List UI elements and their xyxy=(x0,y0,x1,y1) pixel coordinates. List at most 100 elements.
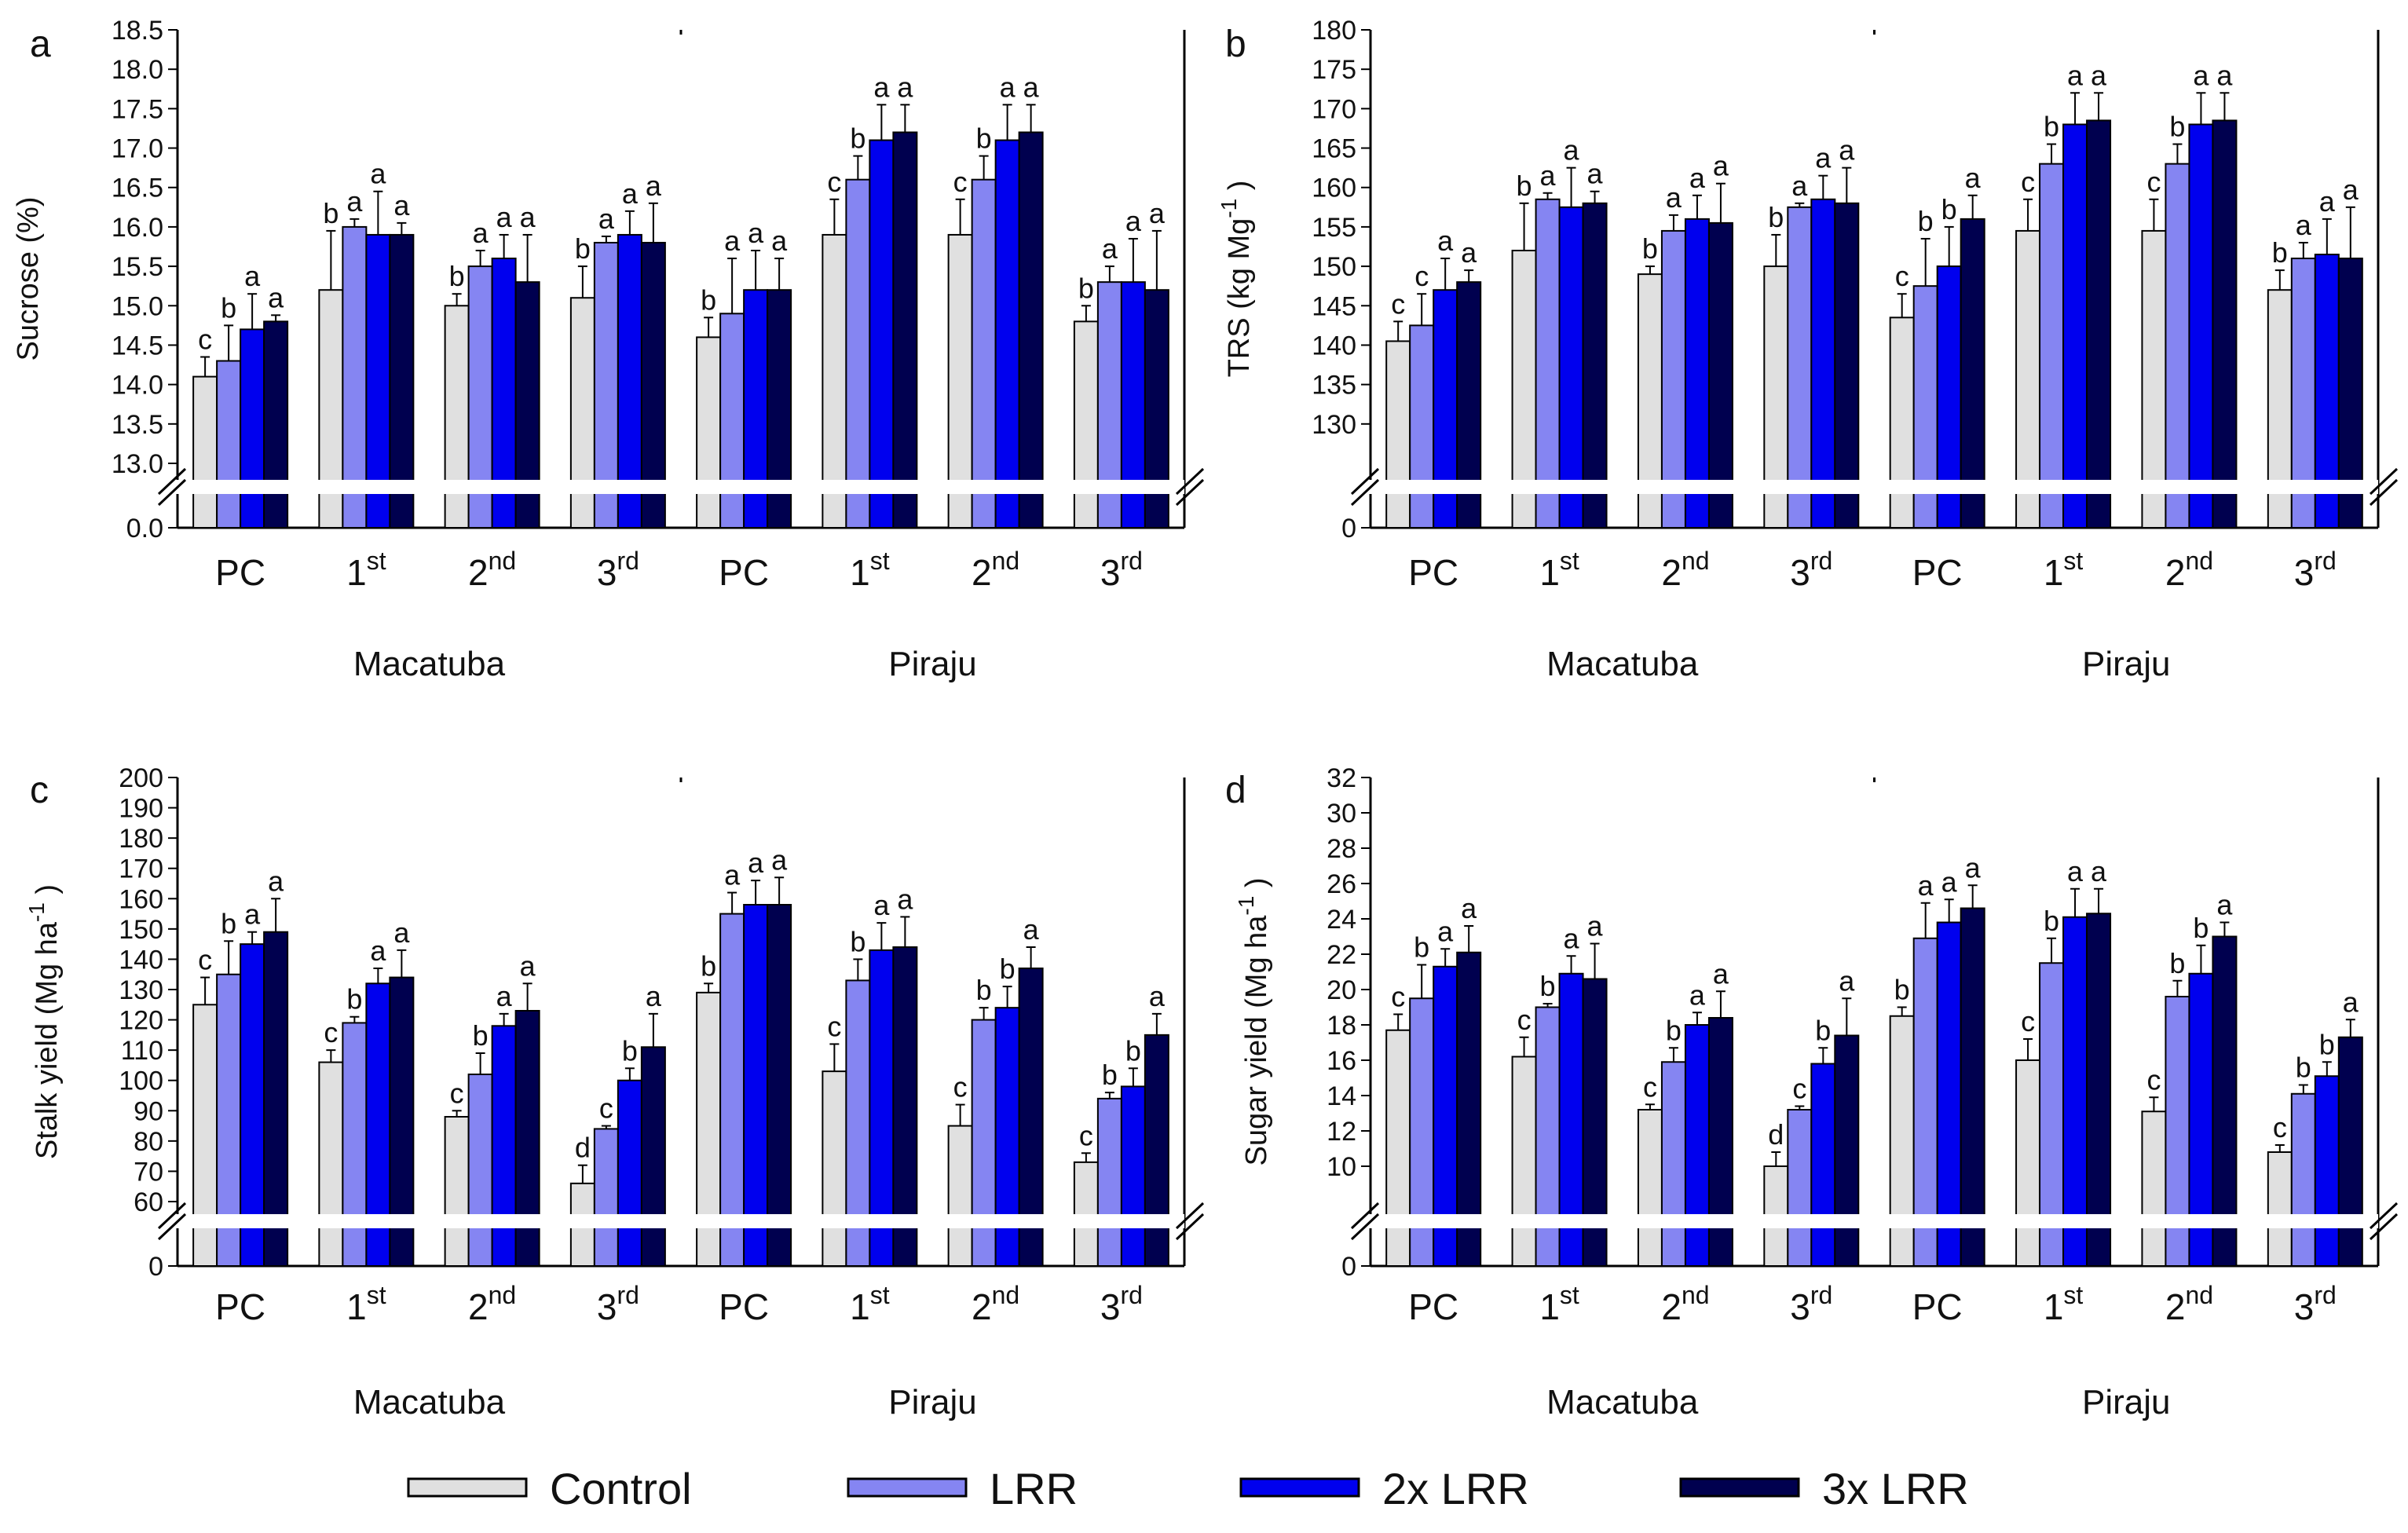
category-label-sup: nd xyxy=(489,1281,517,1309)
category-label-sup: st xyxy=(2063,1281,2083,1309)
bar-PC-Control xyxy=(1889,316,1915,529)
significance-letter: b xyxy=(1540,970,1556,1002)
bar-2nd-LRR xyxy=(1660,1061,1686,1267)
category-label-base: 3 xyxy=(597,1286,617,1327)
y-tick-label: 135 xyxy=(1312,371,1356,401)
significance-letter: a xyxy=(771,225,788,257)
significance-letter: a xyxy=(1149,980,1166,1012)
category-label: 3rd xyxy=(1790,1281,1832,1327)
bar-1st-3xLRR xyxy=(2086,913,2112,1267)
bar-3rd-LRR xyxy=(1787,1109,1813,1267)
y-tick-label: 140 xyxy=(119,945,163,975)
y-tick-label: 17.5 xyxy=(112,94,163,124)
axis-break-mark xyxy=(1350,467,1380,496)
y-tick-label: 180 xyxy=(119,824,163,854)
legend-label: LRR xyxy=(990,1464,1078,1513)
significance-letter: b xyxy=(1894,974,1910,1006)
significance-letter: c xyxy=(2273,1111,2287,1143)
bar-3rd-3xLRR xyxy=(640,1046,666,1268)
bar-3rd-Control xyxy=(1073,1161,1099,1268)
category-label: 3rd xyxy=(2294,1281,2337,1327)
significance-letter: a xyxy=(2067,59,2084,91)
y-axis-title-text: Sugar yield (Mg ha xyxy=(1240,915,1273,1166)
bar-2nd-Control xyxy=(444,1116,470,1267)
axis-break-mark xyxy=(1175,467,1205,496)
category-label: 3rd xyxy=(597,547,639,593)
bar-PC-2xLRR xyxy=(743,904,769,1267)
y-tick-label: 18.0 xyxy=(112,55,163,85)
legend-label: 2x LRR xyxy=(1382,1464,1529,1513)
bar-PC-3xLRR xyxy=(1960,907,1985,1267)
category-label-base: 1 xyxy=(1539,1286,1560,1327)
significance-letter: b xyxy=(1941,193,1957,225)
significance-letter: a xyxy=(2296,209,2312,241)
y-tick-label: 100 xyxy=(119,1067,163,1096)
significance-letter: a xyxy=(646,980,662,1012)
category-label-base: 1 xyxy=(346,552,367,593)
significance-letter: b xyxy=(850,925,865,957)
category-label-base: PC xyxy=(1912,1286,1963,1327)
significance-letter: c xyxy=(827,1010,841,1042)
panels: a Sucrose (%) 13.0 13.5 14.0 14.5 15.0 15.5 16.0… xyxy=(12,16,2399,1421)
y-tick-label: 17.0 xyxy=(112,134,163,164)
significance-letter: a xyxy=(268,865,284,897)
significance-letter: a xyxy=(244,898,261,931)
bar-1st-Control xyxy=(822,1070,847,1267)
significance-letter: a xyxy=(598,203,615,235)
significance-letter: b xyxy=(449,260,465,292)
significance-letter: c xyxy=(2146,166,2161,198)
axis-break-mark xyxy=(1175,478,1205,507)
bar-PC-Control xyxy=(1385,340,1411,529)
significance-letter: a xyxy=(244,260,261,292)
significance-letter: a xyxy=(1540,159,1557,192)
significance-letter: c xyxy=(599,1092,613,1125)
category-label: PC xyxy=(1408,552,1458,593)
category-label-base: PC xyxy=(1408,552,1458,593)
panel-letter: a xyxy=(30,24,51,65)
y-axis-title: Sugar yield (Mg ha-1 ) xyxy=(1234,877,1273,1165)
category-label-base: 2 xyxy=(1661,552,1682,593)
legend-label: 3x LRR xyxy=(1822,1464,1969,1513)
y-tick-label: 150 xyxy=(1312,252,1356,282)
y-axis-title-text: Stalk yield (Mg ha xyxy=(31,921,64,1159)
significance-letter: a xyxy=(1839,964,1855,997)
category-label: 2nd xyxy=(2165,547,2213,593)
significance-letter: c xyxy=(324,1016,338,1048)
y-tick-label: 14 xyxy=(1327,1081,1356,1111)
significance-letter: b xyxy=(850,123,865,155)
significance-letter: c xyxy=(827,166,841,198)
legend-swatch xyxy=(1239,1477,1360,1498)
significance-letter: a xyxy=(1791,170,1808,202)
category-label: PC xyxy=(719,1286,769,1327)
bar-PC-3xLRR xyxy=(1960,218,1985,529)
y-tick-label: 175 xyxy=(1312,55,1356,85)
bar-3rd-3xLRR xyxy=(1144,1034,1169,1268)
y-tick-label: 200 xyxy=(119,763,163,793)
legend: Control LRR 2x LRR 3x LRR xyxy=(407,1464,1969,1513)
y-tick-label-zero: 0 xyxy=(1341,1252,1356,1282)
panel-letter: b xyxy=(1225,24,1246,65)
bar-3rd-2xLRR xyxy=(1810,1063,1836,1267)
y-tick-label: 120 xyxy=(119,1006,163,1036)
significance-letter: b xyxy=(1815,1014,1831,1046)
category-label-sup: nd xyxy=(1682,547,1710,575)
bar-PC-3xLRR xyxy=(263,931,289,1267)
significance-letter: a xyxy=(646,170,662,202)
bar-1st-LRR xyxy=(2039,163,2065,529)
y-tick-label: 20 xyxy=(1327,975,1356,1005)
y-tick-label: 60 xyxy=(134,1187,163,1217)
significance-letter: b xyxy=(2044,111,2059,143)
bar-2nd-LRR xyxy=(2165,163,2190,529)
bar-1st-Control xyxy=(2015,1059,2041,1267)
category-label-sup: rd xyxy=(2314,547,2336,575)
significance-letter: a xyxy=(1839,134,1855,166)
significance-letter: a xyxy=(1564,922,1580,954)
bar-1st-Control xyxy=(1511,1056,1537,1267)
significance-letter: a xyxy=(1965,851,1982,884)
category-label-sup: nd xyxy=(992,1281,1020,1309)
axis-break-mark xyxy=(2369,1202,2399,1230)
category-label-base: 2 xyxy=(972,552,992,593)
category-label-sup: rd xyxy=(1120,547,1142,575)
significance-letter: c xyxy=(953,166,968,198)
significance-letter: b xyxy=(2296,1052,2311,1084)
